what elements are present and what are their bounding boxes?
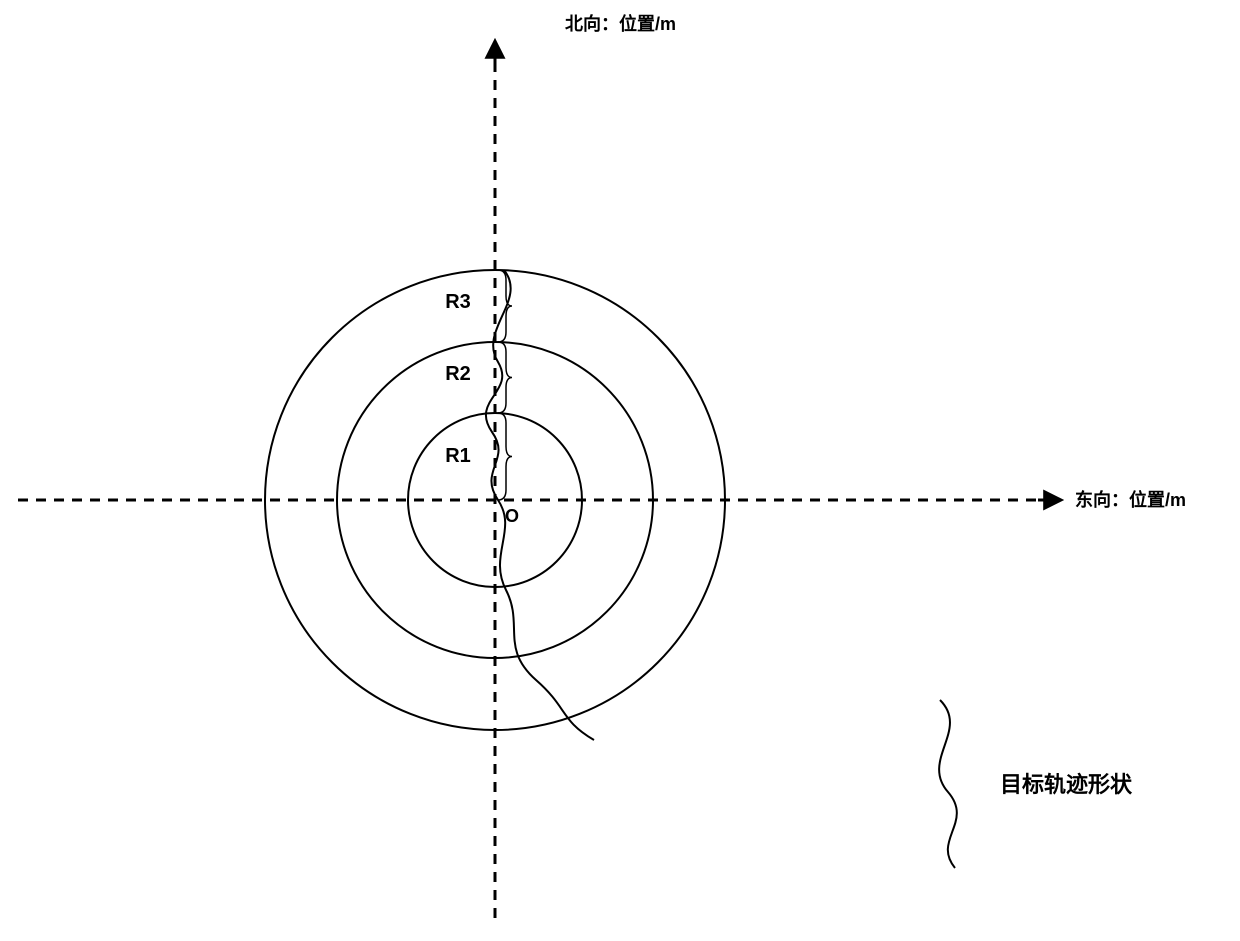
origin-label: O <box>505 506 519 526</box>
y-axis-label: 北向：位置/m <box>565 13 676 34</box>
ring-label-r3: R3 <box>445 291 471 313</box>
legend-label: 目标轨迹形状 <box>1000 772 1133 797</box>
brace-r1 <box>498 413 512 500</box>
ring-label-r2: R2 <box>445 363 471 385</box>
axes <box>18 42 1060 918</box>
x-axis-label: 东向：位置/m <box>1075 489 1186 510</box>
brace-r2 <box>498 342 512 413</box>
legend-curve-icon <box>939 700 957 868</box>
ring-label-r1: R1 <box>445 445 471 467</box>
